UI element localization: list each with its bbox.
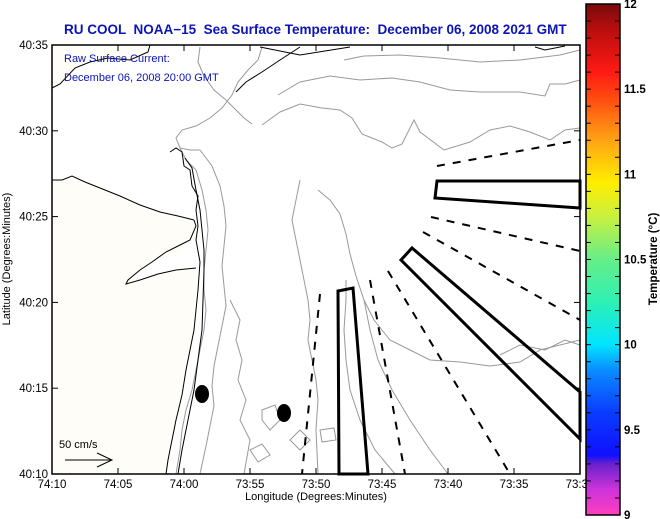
isobath-line bbox=[175, 147, 209, 475]
precautionary-area-line bbox=[422, 231, 581, 321]
coastline-segment bbox=[125, 219, 197, 285]
scale-arrow: 50 cm/s bbox=[59, 439, 114, 468]
buoy-markers bbox=[195, 385, 291, 422]
bathymetry-contours bbox=[175, 46, 581, 475]
coastline-segment bbox=[169, 147, 201, 263]
colorbar-title: Temperature (°C) bbox=[648, 213, 660, 306]
land-area bbox=[52, 45, 198, 474]
y-tick-label: 40:25 bbox=[19, 212, 48, 224]
colorbar-tick-label: 9 bbox=[624, 510, 630, 519]
isobath-line bbox=[261, 404, 281, 431]
chart-title: RU COOL NOAA−15 Sea Surface Temperature:… bbox=[64, 22, 567, 37]
coastline bbox=[51, 44, 566, 475]
isobath-line bbox=[289, 429, 311, 451]
coastline-segment bbox=[52, 175, 195, 221]
isobath-line bbox=[343, 280, 396, 475]
coastline-segment bbox=[51, 44, 151, 89]
x-tick-label: 74:00 bbox=[170, 479, 199, 491]
isobath-line bbox=[343, 49, 581, 63]
colorbar-tick-label: 10.5 bbox=[624, 255, 647, 267]
isobath-line bbox=[499, 339, 581, 356]
scale-arrow-label: 50 cm/s bbox=[59, 439, 98, 451]
annotation-line2: December 06, 2008 20:00 GMT bbox=[64, 72, 219, 84]
isobath-line bbox=[317, 189, 581, 367]
isobath-line bbox=[197, 46, 253, 125]
scale-arrow-head-icon bbox=[96, 452, 114, 468]
colorbar-tick-label: 10 bbox=[624, 340, 637, 352]
isobath-line bbox=[199, 149, 227, 475]
y-axis-label: Latitude (Degrees:Minutes) bbox=[1, 193, 13, 326]
isobath-line bbox=[363, 299, 449, 475]
y-tick-label: 40:20 bbox=[19, 297, 48, 309]
isobath-line bbox=[291, 179, 319, 475]
precautionary-area-line bbox=[387, 270, 511, 475]
y-tick-label: 40:30 bbox=[19, 126, 48, 138]
coastline-segment bbox=[177, 269, 205, 475]
coastline-segment bbox=[534, 45, 566, 51]
x-tick-label: 73:50 bbox=[302, 479, 331, 491]
isobath-line bbox=[249, 443, 271, 463]
x-tick-label: 74:05 bbox=[104, 479, 133, 491]
x-tick-label: 74:10 bbox=[38, 479, 67, 491]
y-tick-label: 40:10 bbox=[19, 469, 48, 481]
buoy-marker[interactable] bbox=[195, 385, 209, 403]
y-tick-label: 40:35 bbox=[19, 40, 48, 52]
precautionary-area-line bbox=[301, 293, 321, 475]
coastline-segment bbox=[165, 261, 201, 475]
colorbar-tick-label: 9.5 bbox=[624, 425, 641, 437]
y-tick-label: 40:15 bbox=[19, 383, 48, 395]
x-tick-label: 73:40 bbox=[434, 479, 463, 491]
colorbar-ticks: 12 11.5 11 10.5 10 9.5 9 bbox=[586, 0, 647, 519]
annotation-line1: Raw Surface Current: bbox=[64, 53, 170, 65]
colorbar-tick-label: 12 bbox=[624, 0, 637, 11]
colorbar-tick-label: 11 bbox=[624, 169, 637, 181]
isobath-line bbox=[229, 299, 251, 475]
isobath-line bbox=[319, 427, 337, 443]
coastline-segment bbox=[259, 46, 351, 56]
coastline-segment bbox=[184, 157, 205, 270]
coastline-segment bbox=[235, 46, 301, 93]
y-axis-ticks: 40:35 40:30 40:25 40:20 40:15 40:10 bbox=[19, 40, 580, 481]
colorbar bbox=[585, 3, 621, 516]
isobath-line bbox=[261, 103, 581, 151]
buoy-marker[interactable] bbox=[277, 404, 291, 422]
x-tick-label: 73:45 bbox=[368, 479, 397, 491]
x-tick-label: 73:35 bbox=[500, 479, 529, 491]
isobath-line bbox=[277, 75, 581, 97]
colorbar-tick-label: 11.5 bbox=[624, 84, 646, 96]
x-tick-label: 73:55 bbox=[236, 479, 265, 491]
x-axis-label: Longitude (Degrees:Minutes) bbox=[245, 491, 387, 503]
precautionary-area-line bbox=[369, 279, 406, 475]
